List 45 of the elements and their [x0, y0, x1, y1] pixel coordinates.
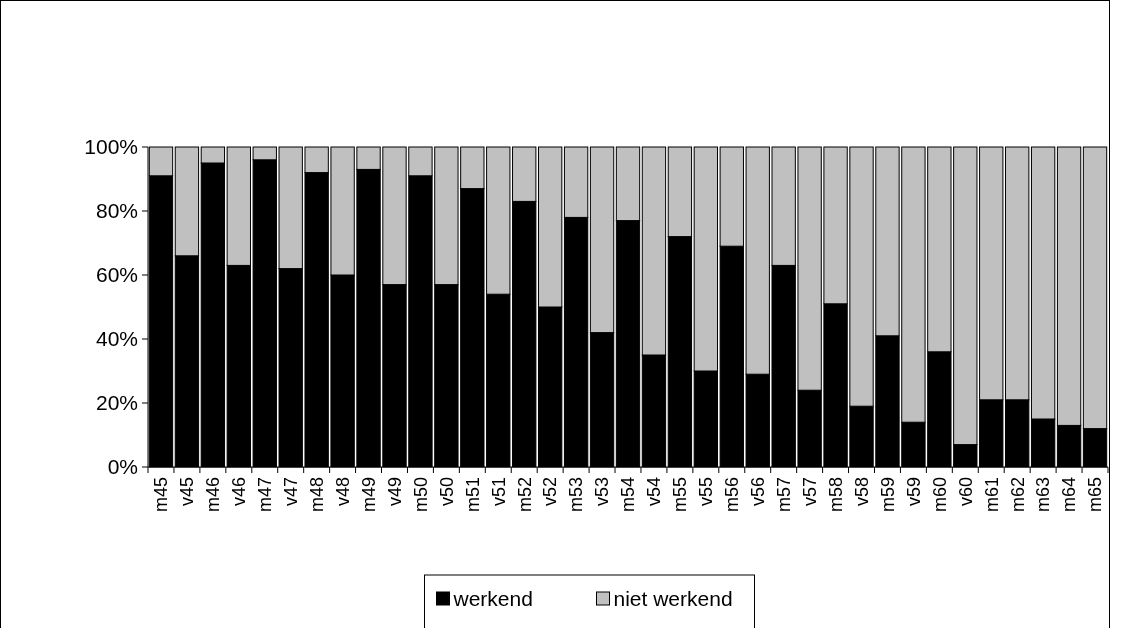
- x-tick-label: m46: [203, 477, 224, 513]
- legend-label: niet werkend: [613, 587, 733, 611]
- x-tick-label: v55: [696, 477, 717, 507]
- x-tick-label: m47: [255, 477, 276, 513]
- y-tick-label: 40%: [95, 327, 138, 351]
- x-tick-label: m51: [462, 477, 483, 513]
- x-tick-label: m45: [151, 477, 172, 513]
- x-tick-label: m55: [670, 477, 691, 513]
- x-tick-label: m52: [514, 477, 535, 513]
- x-tick-label: m65: [1085, 477, 1106, 513]
- x-tick-label: v45: [177, 477, 198, 507]
- x-tick-label: v51: [488, 477, 509, 507]
- x-tick-label: v58: [851, 477, 872, 507]
- x-tick-label: m57: [773, 477, 794, 513]
- x-tick-label: m63: [1033, 477, 1054, 513]
- x-tick-label: v56: [748, 477, 769, 507]
- x-tick-label: m49: [358, 477, 379, 513]
- x-tick-label: v50: [436, 477, 457, 507]
- x-tick-label: m59: [877, 477, 898, 513]
- x-tick-label: v46: [229, 477, 250, 507]
- x-tick-label: m58: [825, 477, 846, 513]
- x-tick-label: v53: [592, 477, 613, 507]
- x-tick-label: v48: [332, 477, 353, 507]
- x-tick-label: m48: [306, 477, 327, 513]
- legend-label: werkend: [452, 587, 533, 611]
- x-tick-label: m50: [410, 477, 431, 513]
- x-tick-label: m61: [981, 477, 1002, 513]
- y-tick-label: 100%: [84, 135, 138, 159]
- y-tick-label: 80%: [95, 199, 138, 223]
- x-tick-label: m54: [618, 477, 639, 513]
- x-tick-label: m60: [929, 477, 950, 513]
- y-tick-label: 60%: [95, 263, 138, 287]
- x-tick-label: v60: [955, 477, 976, 507]
- x-tick-label: v59: [903, 477, 924, 507]
- x-tick-label: v57: [799, 477, 820, 507]
- x-tick-label: v49: [384, 477, 405, 507]
- x-tick-label: m64: [1059, 477, 1080, 513]
- x-tick-label: m56: [722, 477, 743, 513]
- x-tick-label: m53: [566, 477, 587, 513]
- x-tick-label: m62: [1007, 477, 1028, 513]
- x-tick-label: v54: [644, 477, 665, 507]
- x-tick-label: v52: [540, 477, 561, 507]
- x-tick-label: v47: [281, 477, 301, 507]
- y-tick-label: 20%: [95, 391, 138, 415]
- y-tick-label: 0%: [107, 455, 138, 479]
